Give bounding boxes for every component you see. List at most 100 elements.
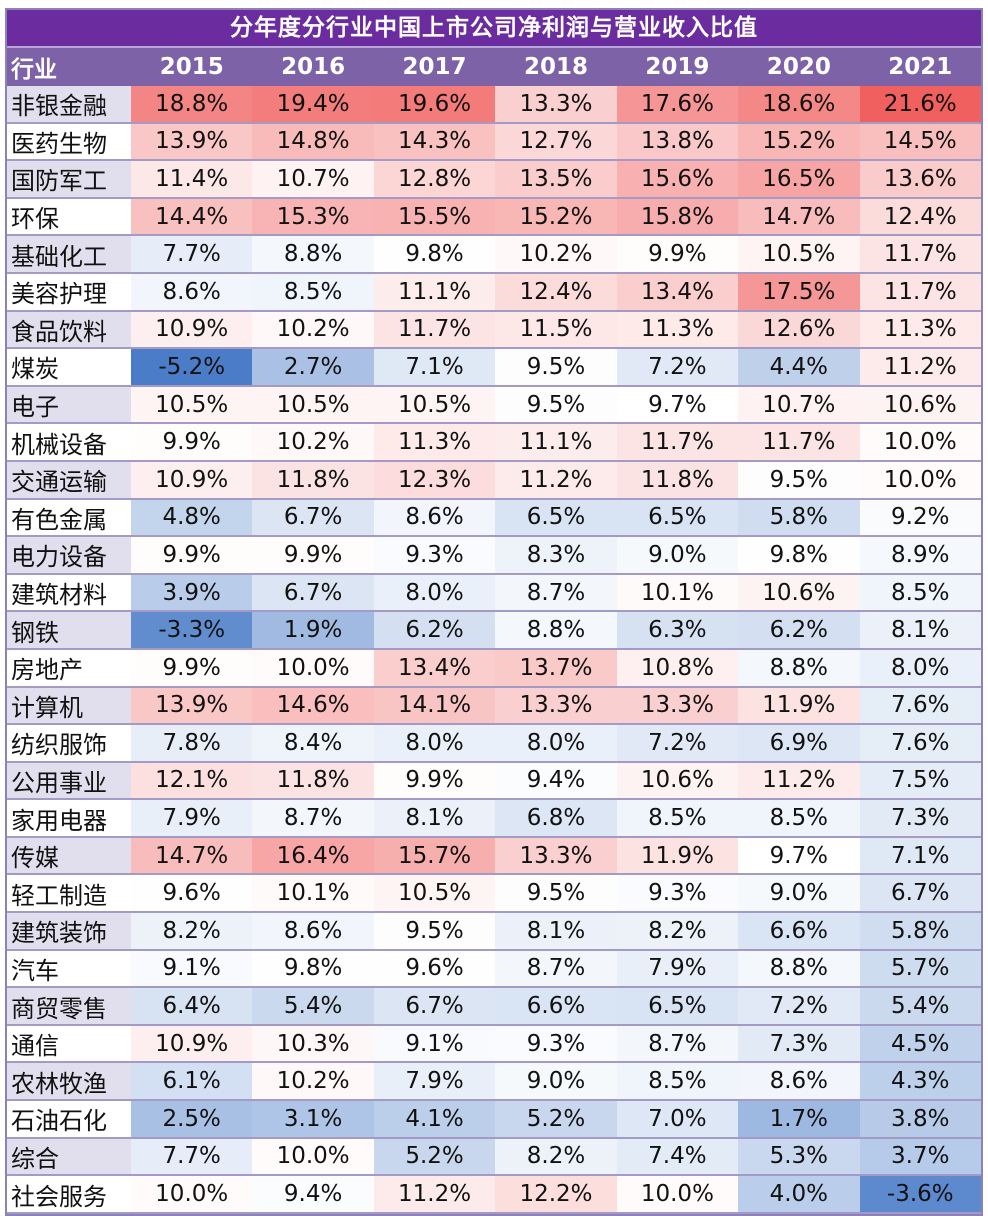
value-cell: 8.0% [373,573,496,613]
industry-label: 石油石化 [7,1100,131,1139]
value-cell: 11.2% [859,348,981,387]
value-cell: 10.0% [616,1175,739,1214]
value-cell: 5.8% [859,912,981,951]
value-cell: 11.7% [373,310,496,350]
value-cell: 3.8% [859,1100,981,1139]
value-cell: 10.3% [252,1024,374,1064]
value-cell: 11.4% [131,160,253,199]
value-cell: 13.4% [373,648,496,688]
value-cell: 10.6% [616,761,739,801]
value-cell: 8.4% [252,724,374,763]
value-cell: 7.4% [616,1137,739,1177]
value-cell: 9.8% [373,235,496,274]
value-cell: 12.1% [131,761,253,801]
value-cell: 9.9% [252,536,374,575]
industry-label: 有色金属 [7,498,131,538]
table-row: 汽车 9.1% 9.8% 9.6% 8.7% 7.9% 8.8% 5.7% [7,949,981,989]
value-cell: 8.5% [616,799,739,838]
header-row: 行业 2015 2016 2017 2018 2019 2020 2021 [7,46,981,86]
value-cell: 8.6% [252,912,374,951]
value-cell: 13.4% [616,272,739,312]
value-cell: 11.5% [495,310,617,350]
value-cell: 9.5% [373,912,496,951]
value-cell: 8.3% [495,536,617,575]
value-cell: 9.5% [738,460,860,500]
value-cell: 9.9% [131,423,253,462]
value-cell: 12.4% [495,272,617,312]
value-cell: 10.5% [131,385,253,425]
value-cell: 12.8% [373,160,496,199]
industry-label: 食品饮料 [7,310,131,350]
value-cell: 4.0% [738,1175,860,1214]
value-cell: 9.3% [495,1024,617,1064]
value-cell: 8.2% [616,912,739,951]
value-cell: 15.6% [616,160,739,199]
value-cell: 6.7% [252,573,374,613]
value-cell: 11.1% [373,272,496,312]
value-cell: 5.2% [373,1137,496,1177]
industry-label: 美容护理 [7,272,131,312]
value-cell: 10.9% [131,1024,253,1064]
value-cell: 17.5% [738,272,860,312]
value-cell: 10.9% [131,310,253,350]
value-cell: 3.9% [131,573,253,613]
heatmap-table-container: 分年度分行业中国上市公司净利润与营业收入比值 行业 2015 2016 2017… [5,8,983,1216]
value-cell: 6.8% [495,799,617,838]
value-cell: 8.0% [373,724,496,763]
value-cell: 13.7% [495,648,617,688]
value-cell: 7.3% [738,1024,860,1064]
industry-label: 煤炭 [7,348,131,387]
table-row: 医药生物 13.9% 14.8% 14.3% 12.7% 13.8% 15.2% 14.5% [7,122,981,162]
header-year: 2020 [738,46,860,86]
value-cell: 8.8% [495,611,617,650]
value-cell: 9.6% [373,949,496,989]
industry-label: 环保 [7,197,131,237]
value-cell: 11.2% [738,761,860,801]
value-cell: 11.8% [252,460,374,500]
value-cell: 9.7% [616,385,739,425]
industry-label: 家用电器 [7,799,131,838]
industry-label: 综合 [7,1137,131,1177]
value-cell: 6.4% [131,987,253,1026]
industry-label: 钢铁 [7,611,131,650]
value-cell: 8.8% [738,949,860,989]
table-row: 石油石化 2.5% 3.1% 4.1% 5.2% 7.0% 1.7% 3.8% [7,1100,981,1139]
industry-label: 传媒 [7,836,131,876]
value-cell: 8.1% [373,799,496,838]
value-cell: 9.0% [738,874,860,914]
value-cell: 8.5% [738,799,860,838]
value-cell: 11.8% [252,761,374,801]
value-cell: 8.9% [859,536,981,575]
industry-label: 农林牧渔 [7,1062,131,1102]
value-cell: -5.2% [131,348,253,387]
table-row: 煤炭 -5.2% 2.7% 7.1% 9.5% 7.2% 4.4% 11.2% [7,348,981,387]
value-cell: 12.4% [859,197,981,237]
value-cell: 9.8% [738,536,860,575]
value-cell: 15.2% [495,197,617,237]
value-cell: 9.3% [616,874,739,914]
value-cell: 6.3% [616,611,739,650]
value-cell: -3.6% [859,1175,981,1214]
value-cell: 11.9% [738,686,860,726]
value-cell: 7.2% [738,987,860,1026]
value-cell: 13.3% [495,686,617,726]
value-cell: 9.1% [373,1024,496,1064]
header-year: 2018 [495,46,617,86]
value-cell: 6.2% [738,611,860,650]
header-year: 2019 [616,46,739,86]
value-cell: 10.5% [252,385,374,425]
table-row: 交通运输 10.9% 11.8% 12.3% 11.2% 11.8% 9.5% 10.0% [7,460,981,500]
value-cell: 7.7% [131,235,253,274]
value-cell: 3.1% [252,1100,374,1139]
value-cell: 8.2% [495,1137,617,1177]
value-cell: 1.9% [252,611,374,650]
value-cell: 3.7% [859,1137,981,1177]
value-cell: 14.4% [131,197,253,237]
value-cell: 10.0% [859,423,981,462]
value-cell: 6.9% [738,724,860,763]
value-cell: 21.6% [859,86,981,124]
value-cell: 8.0% [495,724,617,763]
value-cell: 7.0% [616,1100,739,1139]
value-cell: 10.5% [373,874,496,914]
value-cell: 8.5% [859,573,981,613]
